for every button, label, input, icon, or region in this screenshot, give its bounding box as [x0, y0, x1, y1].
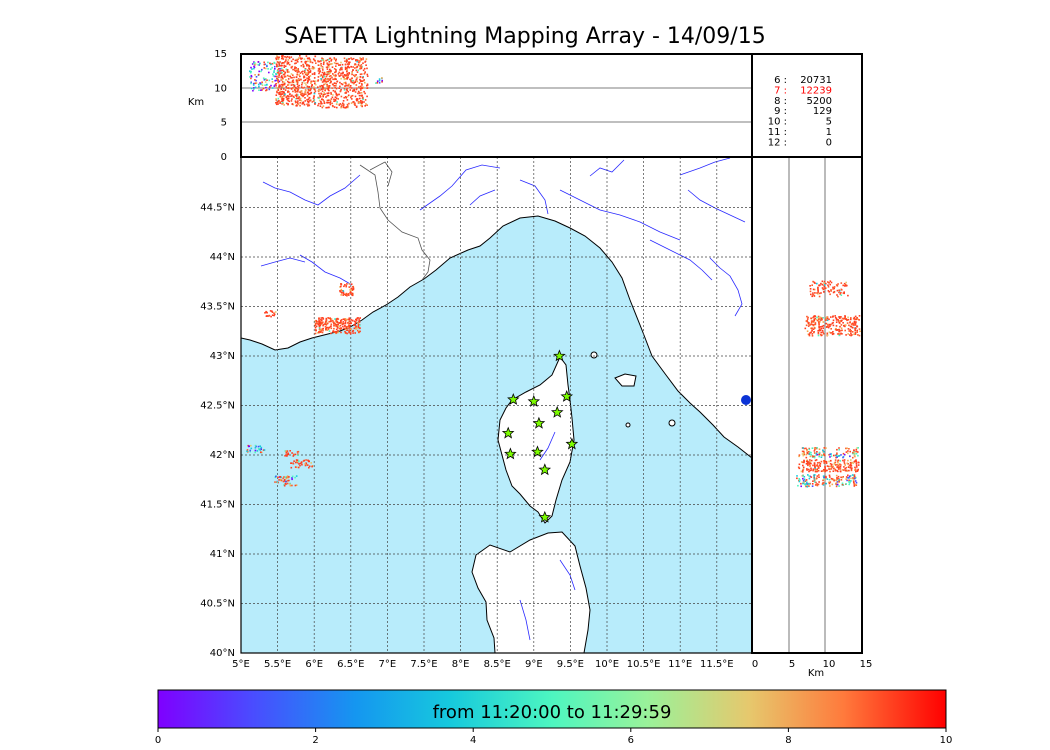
elba-island [614, 373, 637, 387]
lat-tick-label: 42°N [210, 450, 235, 461]
time-colorbar [157, 689, 947, 729]
map-lightning-sources [246, 283, 361, 487]
lon-tick-label: 7°E [379, 659, 397, 670]
lat-tick-label: 40°N [210, 648, 235, 659]
station-star [507, 393, 520, 405]
legend-station-number: 9 : [774, 106, 787, 117]
lat-tick-label: 44.5°N [200, 203, 235, 214]
lma-stations [501, 349, 579, 523]
legend-station-number: 6 : [774, 75, 787, 86]
colorbar-tick-label: 0 [155, 735, 161, 746]
legend-source-count: 12239 [800, 85, 832, 96]
legend-source-count: 5200 [807, 96, 832, 107]
lon-tick-label: 8.5°E [484, 659, 511, 670]
colorbar-tick-label: 6 [628, 735, 634, 746]
legend-station-number: 10 : [768, 117, 787, 128]
station-star [538, 463, 552, 476]
colorbar-tick-label: 4 [470, 735, 476, 746]
side-tick-label: 10 [823, 659, 836, 670]
legend-source-count: 129 [813, 106, 832, 117]
altitude-tick-label: 5 [221, 118, 227, 129]
rivers [260, 157, 746, 641]
lon-tick-label: 9.5°E [557, 659, 584, 670]
lat-tick-label: 40.5°N [200, 599, 235, 610]
altitude-tick-label: 15 [214, 49, 227, 60]
altitude-panel [240, 53, 753, 158]
lat-tick-label: 41.5°N [200, 500, 235, 511]
lat-tick-label: 44°N [210, 252, 235, 263]
station-star [565, 437, 579, 450]
lat-tick-label: 43.5°N [200, 302, 235, 313]
lat-tick-label: 41°N [210, 549, 235, 560]
lon-tick-label: 9°E [525, 659, 543, 670]
legend-source-count: 0 [826, 137, 832, 148]
legend-station-number: 11 : [768, 127, 787, 138]
station-star [550, 405, 564, 418]
map-grid [241, 157, 752, 653]
station-star [532, 416, 546, 429]
station-count-legend: 6 : 20731 7 : 12239 8 : 5200 9 : 129 10 : 5 11 : 1 1… [751, 53, 863, 158]
side-altitude-panel [751, 156, 863, 654]
lon-tick-label: 8°E [452, 659, 470, 670]
side-tick-label: 15 [860, 659, 873, 670]
mainland-land [241, 157, 752, 459]
station-star [501, 426, 515, 439]
station-star [527, 394, 541, 407]
station-star [531, 445, 544, 458]
lake-bolsena [741, 395, 751, 405]
station-star [504, 447, 517, 460]
legend-source-count: 20731 [800, 75, 832, 86]
lon-tick-label: 6°E [305, 659, 323, 670]
lon-tick-label: 6.5°E [337, 659, 364, 670]
border-france-italy [359, 164, 431, 281]
sardinia-island [471, 531, 591, 653]
lon-tick-label: 10°E [595, 659, 619, 670]
colorbar-tick-label: 8 [785, 735, 791, 746]
altitude-tick-label: 0 [221, 152, 227, 163]
lat-tick-label: 43°N [210, 351, 235, 362]
colorbar-time-range: from 11:20:00 to 11:29:59 [432, 702, 672, 723]
altitude-tick-label: 10 [214, 83, 227, 94]
colorbar-tick-label: 10 [940, 735, 953, 746]
lat-tick-label: 42.5°N [200, 401, 235, 412]
lon-tick-label: 10.5°E [627, 659, 661, 670]
legend-source-count: 1 [826, 127, 832, 138]
station-star [553, 349, 566, 362]
station-star [538, 510, 552, 523]
station-star [560, 390, 574, 402]
lon-tick-label: 5.5°E [264, 659, 291, 670]
side-tick-label: 0 [752, 659, 758, 670]
giglio-island [668, 419, 676, 427]
lon-tick-label: 11°E [668, 659, 692, 670]
border-switzerland [369, 161, 393, 187]
altitude-axis-label: Km [188, 97, 204, 108]
side-tick-label: 5 [789, 659, 795, 670]
chart-title: SAETTA Lightning Mapping Array - 14/09/1… [284, 24, 766, 49]
side-axis-label: Km [808, 668, 824, 679]
legend-source-count: 5 [826, 117, 832, 128]
altitude-lightning-sources [249, 55, 383, 109]
map-panel [241, 157, 752, 653]
lon-tick-label: 7.5°E [410, 659, 437, 670]
legend-station-number: 12 : [768, 137, 787, 148]
capraia-island [590, 351, 598, 359]
lon-tick-label: 5°E [232, 659, 250, 670]
montecristo-island [625, 422, 631, 428]
side-lightning-sources [796, 280, 861, 488]
lon-tick-label: 11.5°E [700, 659, 734, 670]
legend-station-number: 7 : [774, 85, 787, 96]
legend-station-number: 8 : [774, 96, 787, 107]
colorbar-tick-label: 2 [312, 735, 318, 746]
